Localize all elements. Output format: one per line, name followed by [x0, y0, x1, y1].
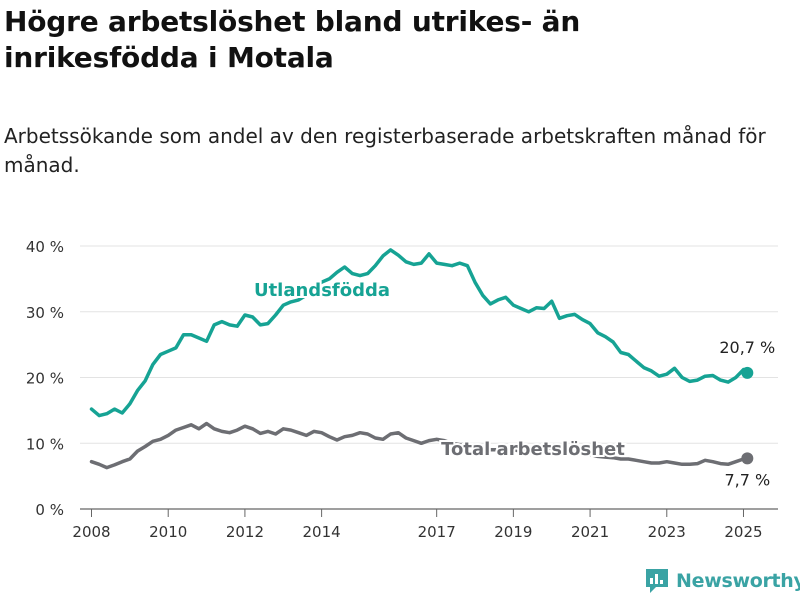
x-tick-label: 2012: [226, 523, 264, 541]
series-label-utlandsfodda: Utlandsfödda: [254, 280, 390, 301]
chart-title: Högre arbetslöshet bland utrikes- än inr…: [4, 5, 581, 74]
chart-subtitle: Arbetssökande som andel av den registerb…: [4, 124, 766, 177]
series-label-total: Total arbetslöshet: [441, 439, 625, 460]
x-tick-label: 2017: [418, 523, 456, 541]
y-tick-label: 30 %: [26, 304, 64, 322]
series-end-point: [741, 452, 754, 465]
series-end-point: [741, 366, 754, 379]
x-tick-label: 2021: [571, 523, 609, 541]
x-tick-label: 2008: [72, 523, 110, 541]
series-line-total: [89, 421, 750, 470]
brand-logo[interactable]: Newsworthy: [644, 567, 800, 595]
bar-chart-icon: [646, 569, 668, 593]
x-tick-label: 2023: [648, 523, 686, 541]
end-value-label-total: 7,7 %: [724, 470, 770, 489]
x-tick-label: 2010: [149, 523, 187, 541]
y-tick-label: 0 %: [35, 501, 64, 519]
end-value-label-utlandsfodda: 20,7 %: [719, 338, 775, 357]
x-tick-label: 2019: [494, 523, 532, 541]
series-line-utlandsfodda: [89, 248, 750, 418]
y-tick-label: 20 %: [26, 370, 64, 388]
y-tick-label: 10 %: [26, 435, 64, 453]
x-tick-label: 2014: [303, 523, 341, 541]
y-tick-label: 40 %: [26, 238, 64, 256]
x-tick-label: 2025: [724, 523, 762, 541]
brand-name: Newsworthy: [676, 570, 800, 592]
